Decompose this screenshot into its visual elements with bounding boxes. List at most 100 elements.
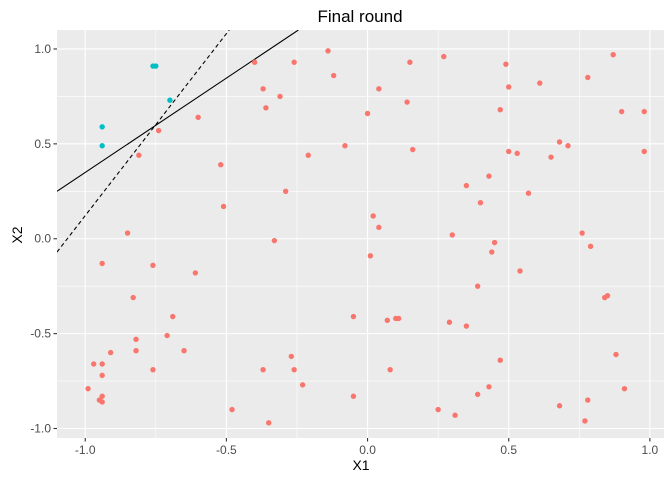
x-axis-title: X1 — [352, 457, 369, 473]
data-point-series-1 — [130, 294, 136, 301]
data-point-series-1 — [195, 114, 201, 120]
data-point-series-1 — [350, 393, 357, 399]
data-point-series-1 — [587, 243, 594, 250]
data-point-series-1 — [506, 84, 512, 90]
data-point-series-1 — [181, 348, 187, 354]
plot-title: Final round — [317, 7, 402, 26]
data-point-series-2 — [99, 143, 105, 149]
data-point-series-1 — [514, 150, 520, 157]
data-point-series-1 — [99, 361, 105, 367]
data-point-series-1 — [291, 59, 297, 65]
data-point-series-1 — [610, 51, 616, 58]
x-tick-label: 0.0 — [359, 443, 376, 457]
data-point-series-1 — [477, 199, 484, 206]
decision-lines — [57, 30, 299, 253]
x-tick-label: 0.5 — [500, 443, 517, 457]
x-tick-label: -0.5 — [216, 443, 237, 457]
data-point-series-2 — [167, 97, 173, 103]
data-point-series-1 — [497, 107, 503, 113]
data-point-series-1 — [463, 323, 470, 329]
data-point-series-1 — [548, 154, 554, 160]
data-point-series-1 — [107, 349, 114, 356]
data-point-series-1 — [556, 403, 563, 409]
data-point-series-1 — [491, 239, 498, 246]
data-point-series-1 — [99, 260, 105, 267]
data-point-series-1 — [387, 366, 393, 373]
data-point-series-1 — [517, 268, 523, 274]
plot-panel — [57, 30, 664, 438]
data-point-series-1 — [556, 139, 563, 145]
grid-minor — [57, 30, 664, 438]
data-point-series-1 — [99, 393, 105, 399]
data-point-series-1 — [133, 348, 139, 354]
data-point-series-1 — [150, 262, 156, 269]
data-point-series-1 — [376, 224, 382, 231]
line-dashed — [57, 30, 230, 253]
data-point-series-1 — [260, 366, 266, 373]
data-point-series-1 — [446, 319, 453, 325]
data-points — [85, 48, 647, 426]
data-point-series-1 — [299, 382, 306, 388]
data-point-series-1 — [266, 420, 272, 426]
data-point-series-1 — [582, 418, 588, 424]
data-point-series-1 — [288, 353, 295, 360]
grid-major — [57, 30, 664, 438]
data-point-series-1 — [474, 283, 481, 289]
data-point-series-1 — [218, 162, 224, 168]
y-axis-ticks: -1.0 -0.5 0.0 0.5 1.0 — [30, 42, 57, 436]
data-point-series-1 — [220, 203, 227, 210]
y-tick-label: 0.0 — [34, 232, 51, 246]
data-point-series-1 — [449, 232, 455, 238]
data-point-series-1 — [85, 385, 91, 392]
data-point-series-1 — [99, 399, 105, 405]
y-tick-label: -1.0 — [30, 422, 51, 436]
data-point-series-1 — [503, 61, 509, 67]
data-point-series-1 — [537, 80, 543, 86]
data-point-series-1 — [497, 357, 503, 363]
data-point-series-1 — [164, 332, 170, 339]
data-point-series-1 — [291, 366, 297, 373]
y-axis-title: X2 — [9, 226, 25, 243]
data-point-series-1 — [618, 108, 625, 115]
data-point-series-1 — [641, 108, 647, 115]
data-point-series-1 — [263, 105, 269, 111]
data-point-series-1 — [585, 397, 591, 403]
data-point-series-1 — [474, 391, 481, 398]
data-point-series-1 — [395, 315, 402, 322]
data-point-series-1 — [150, 366, 156, 373]
data-point-series-1 — [91, 361, 97, 367]
data-point-series-1 — [604, 292, 611, 299]
data-point-series-1 — [124, 230, 131, 236]
data-point-series-1 — [407, 59, 413, 65]
data-point-series-1 — [133, 336, 139, 343]
data-point-series-1 — [229, 406, 235, 413]
data-point-series-1 — [486, 384, 492, 390]
data-point-series-1 — [621, 385, 628, 392]
x-tick-label: -1.0 — [75, 443, 96, 457]
data-point-series-1 — [384, 317, 391, 324]
data-point-series-1 — [435, 406, 441, 413]
x-tick-label: 1.0 — [642, 443, 659, 457]
data-point-series-1 — [565, 143, 571, 149]
data-point-series-1 — [525, 190, 532, 196]
data-point-series-1 — [506, 148, 512, 155]
data-point-series-1 — [342, 143, 348, 149]
data-point-series-1 — [489, 249, 495, 255]
data-point-series-1 — [136, 152, 142, 158]
data-point-series-1 — [441, 53, 447, 60]
data-point-series-1 — [271, 237, 278, 244]
data-point-series-1 — [579, 230, 585, 236]
data-point-series-1 — [452, 412, 458, 418]
data-point-series-1 — [613, 351, 619, 358]
data-point-series-1 — [350, 313, 357, 320]
data-point-series-1 — [99, 372, 105, 379]
data-point-series-1 — [277, 93, 283, 100]
y-tick-label: 0.5 — [34, 137, 51, 151]
data-point-series-1 — [463, 182, 470, 189]
data-point-series-1 — [251, 59, 258, 65]
data-point-series-2 — [153, 63, 159, 69]
data-point-series-1 — [325, 48, 331, 54]
line-solid — [57, 30, 299, 192]
data-point-series-1 — [404, 99, 410, 105]
